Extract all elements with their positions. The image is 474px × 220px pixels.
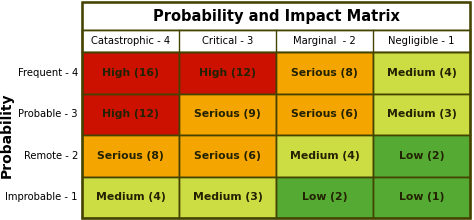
- Text: Low (1): Low (1): [399, 192, 444, 202]
- Bar: [82, 94, 179, 135]
- Text: Serious (9): Serious (9): [194, 109, 261, 119]
- Text: Low (2): Low (2): [399, 151, 444, 161]
- Text: Serious (6): Serious (6): [291, 109, 358, 119]
- Bar: [179, 52, 276, 94]
- Bar: [276, 94, 373, 135]
- Text: Improbable - 1: Improbable - 1: [6, 192, 78, 202]
- Text: Remote - 2: Remote - 2: [24, 151, 78, 161]
- Text: Serious (6): Serious (6): [194, 151, 261, 161]
- Bar: [373, 176, 470, 218]
- Text: Probability and Impact Matrix: Probability and Impact Matrix: [153, 9, 400, 24]
- Bar: [179, 135, 276, 176]
- Bar: [276, 135, 373, 176]
- Bar: [82, 30, 470, 52]
- Text: Medium (4): Medium (4): [290, 151, 359, 161]
- Bar: [179, 94, 276, 135]
- Text: Marginal  - 2: Marginal - 2: [293, 36, 356, 46]
- Bar: [82, 2, 470, 218]
- Bar: [373, 94, 470, 135]
- Bar: [373, 135, 470, 176]
- Text: Medium (4): Medium (4): [96, 192, 165, 202]
- Bar: [82, 2, 470, 30]
- Text: High (16): High (16): [102, 68, 159, 78]
- Text: Catastrophic - 4: Catastrophic - 4: [91, 36, 170, 46]
- Bar: [276, 176, 373, 218]
- Bar: [373, 52, 470, 94]
- Text: Serious (8): Serious (8): [97, 151, 164, 161]
- Text: Medium (3): Medium (3): [387, 109, 456, 119]
- Text: Frequent - 4: Frequent - 4: [18, 68, 78, 78]
- Text: Medium (4): Medium (4): [387, 68, 456, 78]
- Bar: [82, 52, 179, 94]
- Text: Medium (3): Medium (3): [192, 192, 263, 202]
- Text: Negligible - 1: Negligible - 1: [388, 36, 455, 46]
- Bar: [82, 176, 179, 218]
- Text: Probable - 3: Probable - 3: [18, 109, 78, 119]
- Bar: [82, 135, 179, 176]
- Text: Critical - 3: Critical - 3: [202, 36, 253, 46]
- Bar: [179, 176, 276, 218]
- Bar: [276, 52, 373, 94]
- Text: High (12): High (12): [102, 109, 159, 119]
- Text: Probability: Probability: [0, 92, 14, 178]
- Text: High (12): High (12): [199, 68, 256, 78]
- Text: Serious (8): Serious (8): [291, 68, 358, 78]
- Text: Low (2): Low (2): [302, 192, 347, 202]
